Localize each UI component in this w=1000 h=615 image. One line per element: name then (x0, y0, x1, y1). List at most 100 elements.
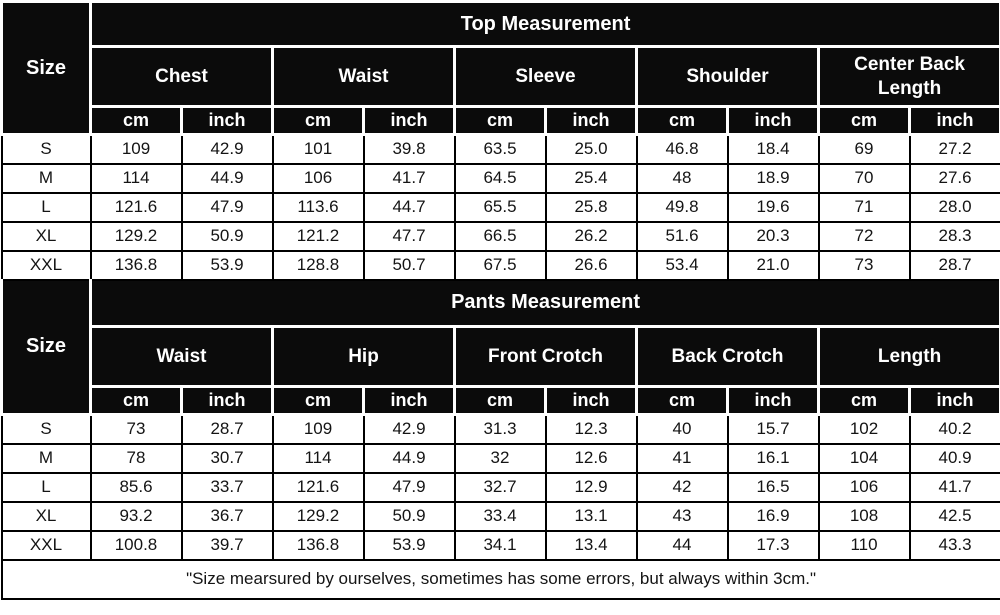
value-cell: 33.7 (180, 471, 274, 503)
footer-section: "Size mearsured by ourselves, sometimes … (0, 558, 1000, 600)
top-measurement-header: Size Top Measurement Chest Waist Sleeve … (0, 0, 1000, 136)
size-cell: M (0, 162, 92, 194)
unit-inch-header: inch (907, 105, 1000, 136)
top-group-header-row: Chest Waist Sleeve Shoulder Center Back … (2, 45, 1000, 108)
size-cell: XXL (0, 529, 92, 561)
unit-inch-header: inch (544, 105, 638, 136)
pants-group-header-row: Waist Hip Front Crotch Back Crotch Lengt… (2, 325, 1000, 388)
top-title-row: Size Top Measurement (0, 0, 1000, 136)
value-cell: 42.5 (908, 500, 1000, 532)
value-cell: 47.7 (362, 220, 456, 252)
size-cell: S (0, 413, 92, 445)
value-cell: 42.9 (362, 413, 456, 445)
value-cell: 44.7 (362, 191, 456, 223)
value-cell: 100.8 (89, 529, 183, 561)
table-row: S 73 28.7 109 42.9 31.3 12.3 40 15.7 102 40.2 (0, 413, 1000, 445)
value-cell: 47.9 (362, 471, 456, 503)
value-cell: 53.4 (635, 249, 729, 281)
unit-cm-header: cm (817, 105, 911, 136)
value-cell: 26.2 (544, 220, 638, 252)
value-cell: 102 (817, 413, 911, 445)
size-cell: XL (0, 220, 92, 252)
value-cell: 46.8 (635, 133, 729, 165)
pants-measurement-body: S 73 28.7 109 42.9 31.3 12.3 40 15.7 102 40.2 M 78 30… (0, 413, 1000, 561)
table-row: M 78 30.7 114 44.9 32 12.6 41 16.1 104 40.9 (0, 442, 1000, 474)
value-cell: 40.2 (908, 413, 1000, 445)
pants-title-row: Size Pants Measurement (0, 278, 1000, 416)
unit-cm-header: cm (817, 385, 911, 416)
value-cell: 36.7 (180, 500, 274, 532)
value-cell: 26.6 (544, 249, 638, 281)
unit-cm-header: cm (89, 105, 183, 136)
unit-inch-header: inch (544, 385, 638, 416)
table-row: L 121.6 47.9 113.6 44.7 65.5 25.8 49.8 19.6 71 28.… (0, 191, 1000, 223)
table-row: XXL 100.8 39.7 136.8 53.9 34.1 13.4 44 17.3 110 43… (0, 529, 1000, 561)
value-cell: 18.9 (726, 162, 820, 194)
group-header-waist: Waist (89, 325, 274, 388)
value-cell: 20.3 (726, 220, 820, 252)
value-cell: 34.1 (453, 529, 547, 561)
table-row: XXL 136.8 53.9 128.8 50.7 67.5 26.6 53.4 21.0 73 2… (0, 249, 1000, 281)
unit-cm-header: cm (89, 385, 183, 416)
value-cell: 33.4 (453, 500, 547, 532)
value-cell: 104 (817, 442, 911, 474)
value-cell: 15.7 (726, 413, 820, 445)
value-cell: 40.9 (908, 442, 1000, 474)
value-cell: 65.5 (453, 191, 547, 223)
value-cell: 63.5 (453, 133, 547, 165)
value-cell: 136.8 (89, 249, 183, 281)
size-cell: M (0, 442, 92, 474)
value-cell: 129.2 (271, 500, 365, 532)
value-cell: 13.1 (544, 500, 638, 532)
value-cell: 50.9 (180, 220, 274, 252)
value-cell: 41.7 (908, 471, 1000, 503)
group-header-center-back-length: Center Back Length (816, 45, 1000, 108)
value-cell: 25.0 (544, 133, 638, 165)
value-cell: 28.3 (908, 220, 1000, 252)
unit-cm-header: cm (635, 385, 729, 416)
value-cell: 13.4 (544, 529, 638, 561)
value-cell: 32.7 (453, 471, 547, 503)
value-cell: 49.8 (635, 191, 729, 223)
value-cell: 16.9 (726, 500, 820, 532)
unit-cm-header: cm (271, 385, 365, 416)
group-header-waist: Waist (271, 45, 456, 108)
value-cell: 21.0 (726, 249, 820, 281)
top-size-header: Size (0, 0, 92, 136)
value-cell: 101 (271, 133, 365, 165)
value-cell: 67.5 (453, 249, 547, 281)
pants-section-title: Pants Measurement (88, 278, 1000, 328)
value-cell: 42.9 (180, 133, 274, 165)
value-cell: 78 (89, 442, 183, 474)
value-cell: 113.6 (271, 191, 365, 223)
size-cell: S (0, 133, 92, 165)
value-cell: 72 (817, 220, 911, 252)
unit-inch-header: inch (362, 385, 456, 416)
value-cell: 47.9 (180, 191, 274, 223)
value-cell: 32 (453, 442, 547, 474)
value-cell: 42 (635, 471, 729, 503)
group-header-back-crotch: Back Crotch (635, 325, 820, 388)
group-header-chest: Chest (89, 45, 274, 108)
value-cell: 121.2 (271, 220, 365, 252)
top-units-row: cm inch cm inch cm inch cm inch cm inch (2, 105, 1000, 136)
top-measurement-body: S 109 42.9 101 39.8 63.5 25.0 46.8 18.4 69 27.2 M 11… (0, 133, 1000, 281)
value-cell: 25.8 (544, 191, 638, 223)
unit-cm-header: cm (271, 105, 365, 136)
value-cell: 121.6 (89, 191, 183, 223)
table-row: S 109 42.9 101 39.8 63.5 25.0 46.8 18.4 69 27.2 (0, 133, 1000, 165)
unit-inch-header: inch (907, 385, 1000, 416)
value-cell: 25.4 (544, 162, 638, 194)
value-cell: 106 (817, 471, 911, 503)
value-cell: 12.6 (544, 442, 638, 474)
value-cell: 39.8 (362, 133, 456, 165)
value-cell: 85.6 (89, 471, 183, 503)
value-cell: 19.6 (726, 191, 820, 223)
group-header-shoulder: Shoulder (635, 45, 820, 108)
value-cell: 69 (817, 133, 911, 165)
value-cell: 114 (271, 442, 365, 474)
value-cell: 41 (635, 442, 729, 474)
value-cell: 17.3 (726, 529, 820, 561)
value-cell: 93.2 (89, 500, 183, 532)
value-cell: 109 (271, 413, 365, 445)
